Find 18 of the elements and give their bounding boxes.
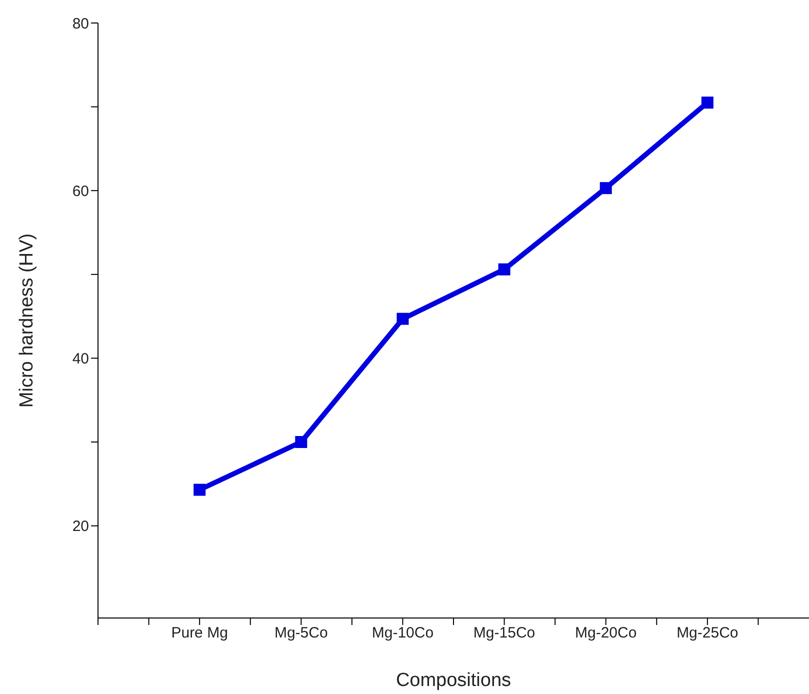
x-axis-title: Compositions (396, 670, 512, 691)
point (701, 96, 714, 109)
x-tick-label: Mg-15Co (473, 624, 536, 642)
x-tick-label: Pure Mg (171, 624, 228, 642)
x-tick-label: Mg-10Co (372, 624, 434, 642)
point (396, 312, 409, 325)
x-tick-label: Mg-25Co (676, 624, 738, 642)
y-axis-title: Micro hardness (HV) (16, 233, 38, 408)
point (295, 436, 308, 448)
y-tick-label: 40 (72, 350, 89, 368)
y-tick-label: 80 (72, 15, 89, 32)
point (194, 484, 206, 496)
point (600, 182, 612, 194)
y-tick-label: 60 (72, 182, 89, 200)
y-tick-label: 20 (72, 518, 89, 536)
x-tick-label: Mg-5Co (274, 624, 328, 642)
point (498, 263, 510, 276)
x-tick-label: Mg-20Co (575, 624, 637, 642)
